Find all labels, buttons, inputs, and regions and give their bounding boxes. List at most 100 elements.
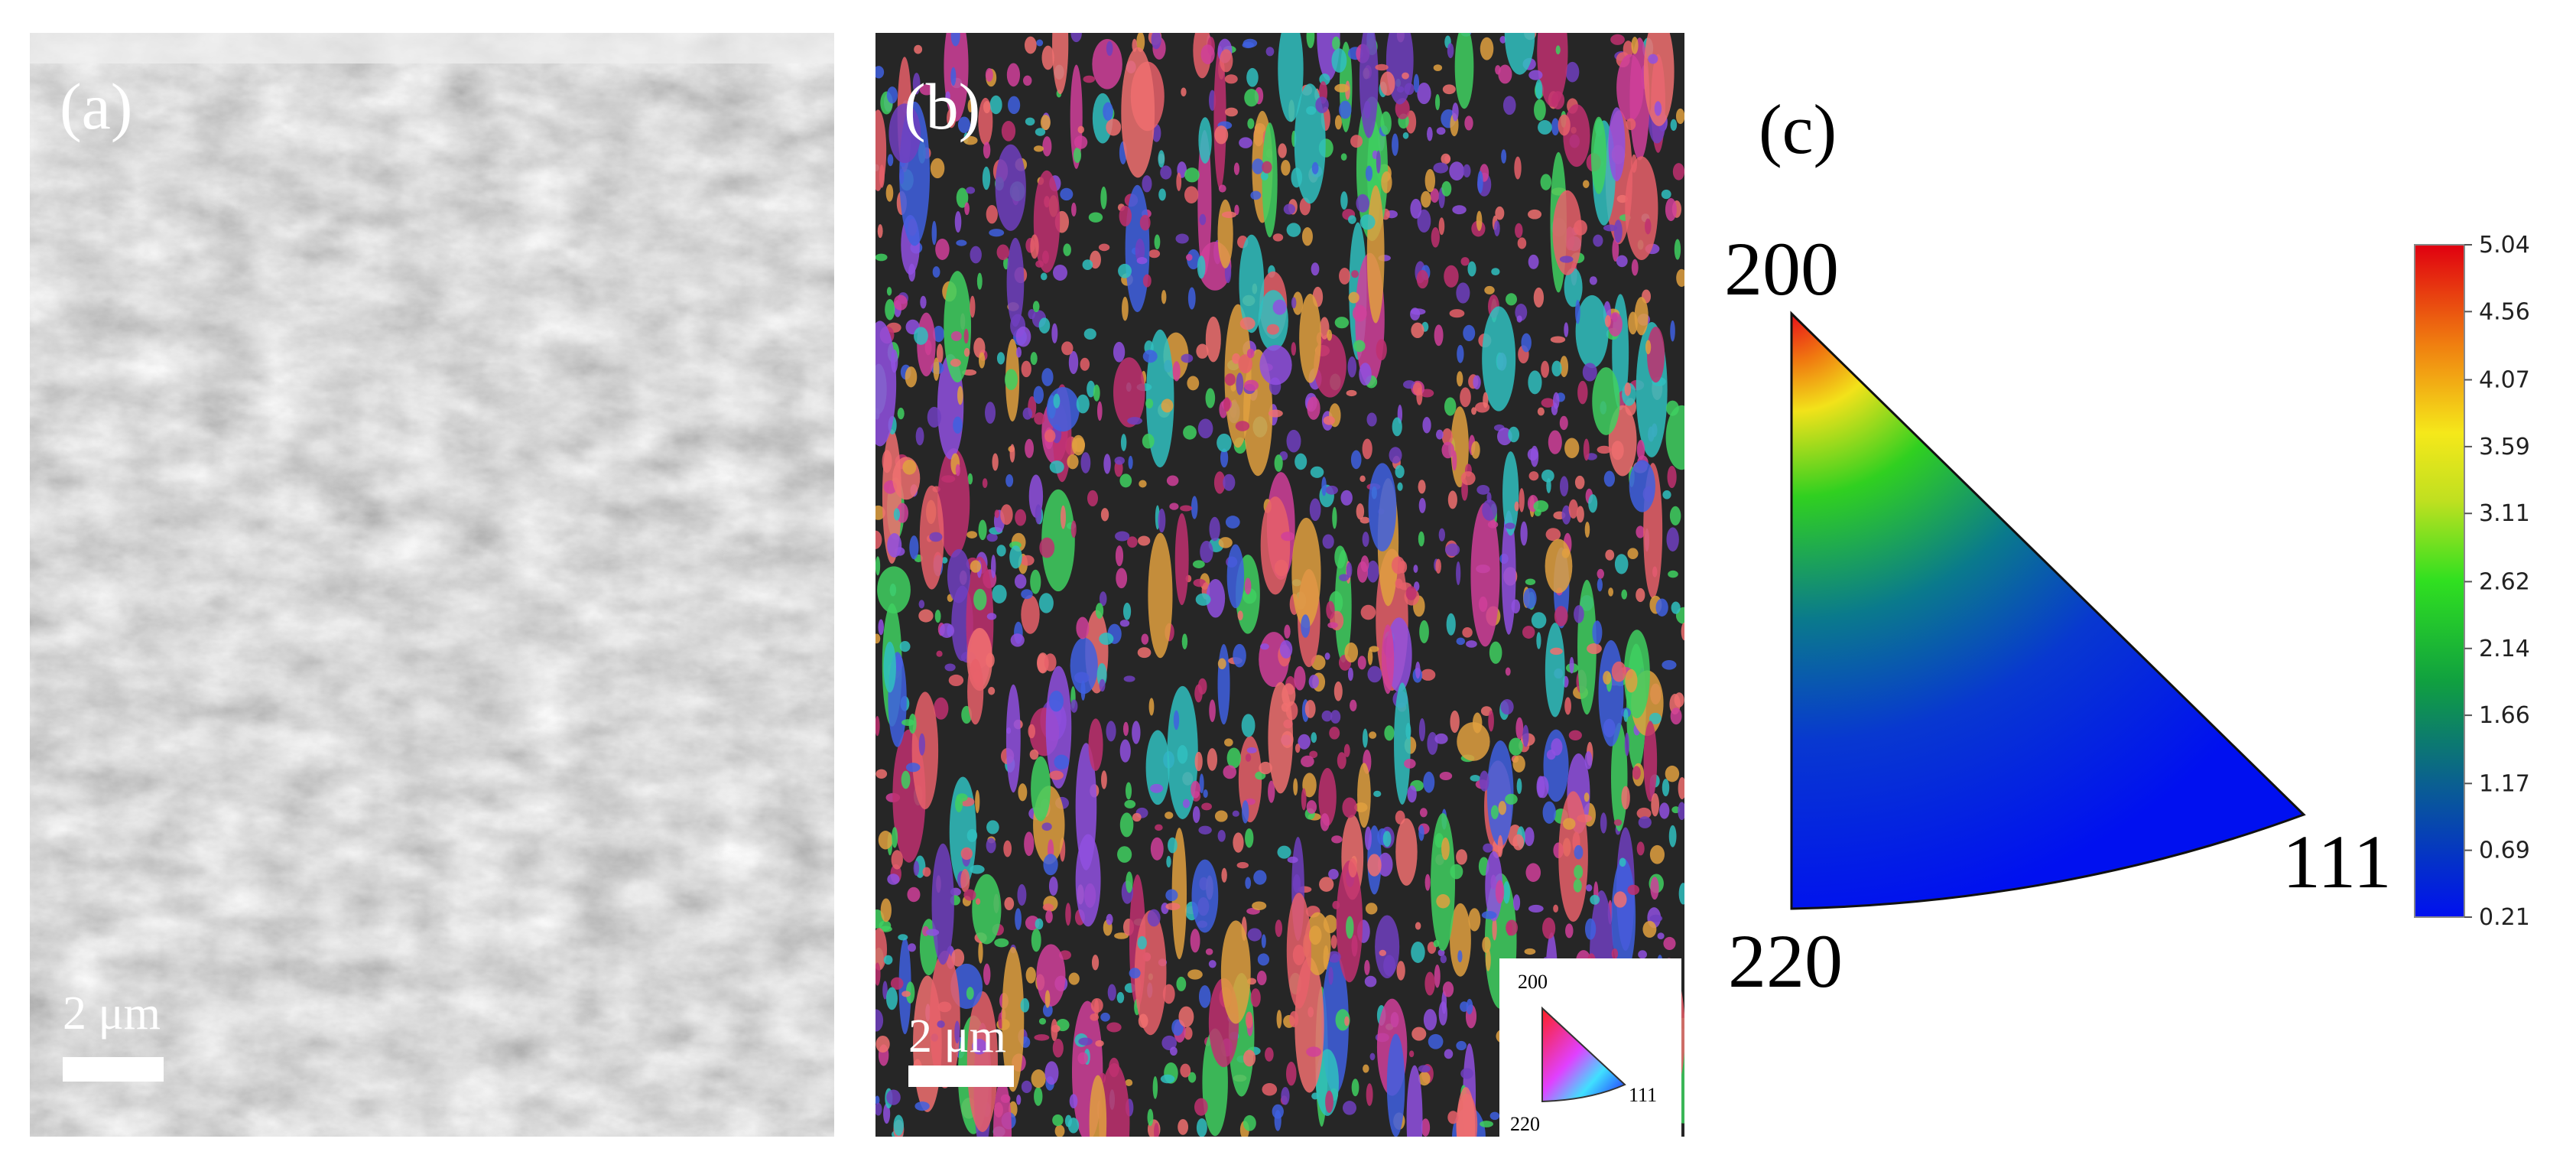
grain [1356, 503, 1365, 520]
grain [1444, 1049, 1454, 1059]
grain [1301, 788, 1307, 811]
grain [1139, 480, 1147, 488]
grain [1636, 440, 1645, 460]
grain [963, 347, 970, 357]
grain [1213, 471, 1226, 494]
grain [992, 1079, 1012, 1137]
grain [1523, 587, 1537, 609]
grain [1310, 466, 1324, 478]
grain [1377, 852, 1393, 877]
grain [1309, 498, 1321, 522]
grain [1155, 824, 1163, 831]
grain [1139, 214, 1151, 231]
grain [1030, 569, 1041, 594]
grain [970, 246, 982, 264]
grain [1326, 600, 1335, 620]
grain [1678, 802, 1684, 821]
grain [1563, 104, 1590, 168]
grain [1260, 496, 1291, 595]
grain [1359, 363, 1372, 386]
grain [1045, 665, 1072, 789]
grain [1340, 191, 1348, 210]
grain [1122, 602, 1132, 620]
grain [1359, 214, 1376, 230]
grain [1044, 653, 1057, 672]
grain [1654, 101, 1662, 116]
grain [956, 793, 968, 802]
grain [1166, 855, 1171, 868]
grain [1504, 33, 1535, 75]
grain [1281, 1086, 1290, 1105]
grain [948, 674, 964, 687]
grain [1301, 614, 1311, 638]
grain [1587, 643, 1602, 655]
grain [1099, 591, 1107, 607]
grain [1041, 272, 1048, 281]
grain [1678, 776, 1684, 799]
grain [1115, 545, 1124, 567]
grain [1087, 490, 1099, 506]
grain [967, 659, 984, 725]
grain [1548, 430, 1562, 454]
grain [1250, 190, 1262, 200]
grain [1015, 326, 1031, 347]
grain [1484, 285, 1495, 294]
grain [1593, 234, 1603, 247]
grain [1538, 119, 1552, 135]
grain [1392, 133, 1399, 156]
grain [1424, 971, 1435, 996]
grain [890, 977, 904, 990]
grain [1018, 783, 1028, 802]
grain [1406, 1065, 1423, 1137]
grain [1382, 831, 1392, 848]
grain [1395, 465, 1405, 479]
grain [1049, 770, 1064, 780]
grain [1294, 665, 1306, 691]
grain [1515, 223, 1523, 239]
grain [1198, 985, 1211, 1008]
grain [1040, 115, 1051, 131]
grain [955, 464, 960, 477]
grain [1342, 797, 1357, 818]
grain [1031, 928, 1041, 952]
grain [1113, 357, 1145, 428]
grain [1099, 1062, 1130, 1137]
grain [898, 937, 911, 1035]
grain [902, 460, 917, 475]
grain [1561, 548, 1570, 558]
grain [1124, 799, 1136, 808]
grain [1148, 532, 1173, 659]
grain [1375, 63, 1389, 71]
grain [947, 108, 957, 129]
grain [1506, 919, 1519, 936]
grain [1194, 684, 1203, 703]
grain [1235, 421, 1250, 431]
grain [1613, 220, 1623, 243]
grain [1559, 255, 1574, 263]
grain [966, 991, 998, 1132]
grain [1624, 732, 1629, 756]
grain [1207, 748, 1218, 771]
grain [960, 847, 973, 861]
grain [1514, 156, 1522, 180]
grain [875, 928, 888, 971]
grain [1226, 544, 1245, 609]
grain [1041, 45, 1054, 70]
grain [1611, 948, 1619, 959]
grain [1364, 960, 1370, 975]
grain [1321, 710, 1333, 722]
grain [1441, 153, 1451, 164]
grain [1551, 118, 1560, 136]
grain [1107, 984, 1116, 1001]
grain [1498, 801, 1506, 815]
grain [1064, 1114, 1073, 1127]
grain [1106, 41, 1113, 57]
grain [1285, 1062, 1297, 1086]
grain [1350, 135, 1363, 148]
grain [972, 1038, 987, 1055]
grain [1616, 54, 1644, 122]
grain [1334, 545, 1346, 569]
grain [1176, 172, 1182, 191]
colorbar-tick-label: 4.07 [2479, 367, 2530, 394]
grain [1061, 341, 1074, 356]
